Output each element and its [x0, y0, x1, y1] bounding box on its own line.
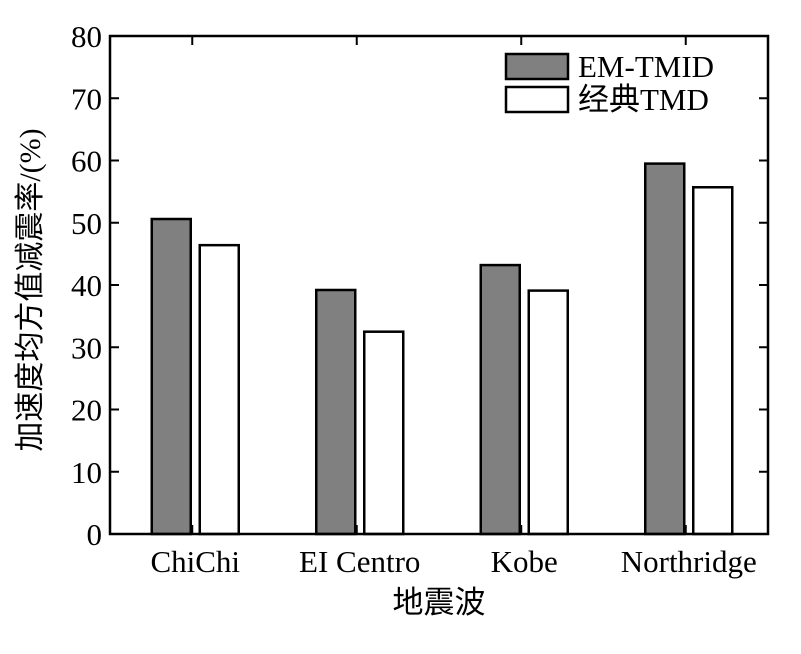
bar-em-tmid-4: [644, 162, 686, 536]
legend-label-2: 经典TMD: [578, 82, 709, 117]
x-tick-label: EI Centro: [299, 544, 420, 579]
x-axis-label: 地震波: [393, 585, 486, 620]
y-tick-label: 40: [71, 268, 102, 303]
x-tick-label: Kobe: [491, 544, 558, 579]
y-tick-label: 10: [71, 455, 102, 490]
bar-classic-tmd-1: [198, 243, 240, 536]
legend-label-1: EM-TMID: [578, 49, 714, 84]
bar-classic-tmd-3: [527, 289, 569, 536]
legend-swatch-2: [504, 85, 570, 114]
bars-group: [150, 162, 734, 536]
legend-swatch-1: [504, 52, 570, 81]
y-tick-label: 70: [71, 81, 102, 116]
y-axis: 0 10 20 30 40 50 60 70 80: [71, 19, 768, 552]
y-tick-label: 30: [71, 330, 102, 365]
y-tick-label: 0: [87, 517, 103, 552]
bar-em-tmid-1: [150, 217, 192, 536]
y-tick-label: 20: [71, 393, 102, 428]
y-tick-label: 50: [71, 206, 102, 241]
y-tick-label: 60: [71, 144, 102, 179]
bar-em-tmid-2: [315, 288, 357, 536]
x-axis: ChiChi EI Centro Kobe Northridge: [150, 36, 757, 579]
y-axis-label: 加速度均方值减震率/(%): [14, 128, 47, 451]
x-tick-label: ChiChi: [150, 544, 240, 579]
bar-em-tmid-3: [479, 263, 521, 536]
y-tick-label: 80: [71, 19, 102, 54]
bar-classic-tmd-4: [692, 186, 734, 536]
x-tick-label: Northridge: [621, 544, 757, 579]
bar-classic-tmd-2: [363, 330, 405, 536]
